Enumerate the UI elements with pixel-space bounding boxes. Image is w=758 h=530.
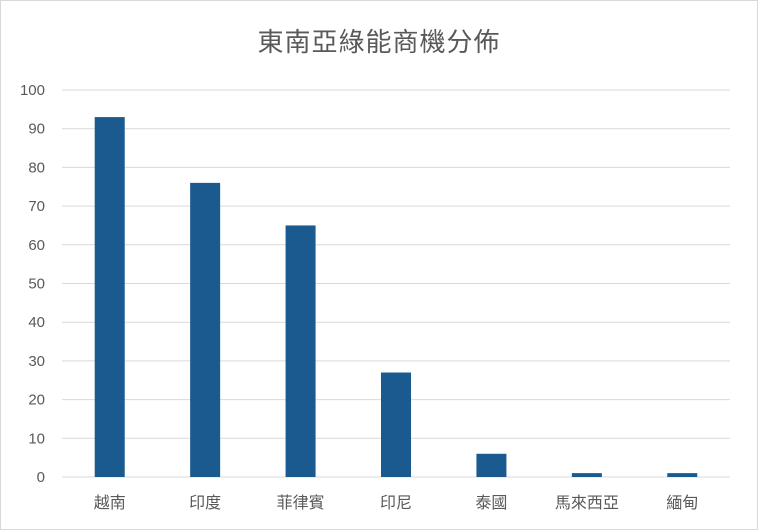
y-tick-label: 0 [37, 469, 45, 486]
bar-6 [667, 473, 698, 477]
y-tick-label: 40 [28, 314, 45, 331]
y-tick-label: 70 [28, 198, 45, 215]
y-tick-label: 50 [28, 276, 45, 293]
y-tick-label: 10 [28, 430, 45, 447]
x-tick-label: 泰國 [475, 493, 507, 512]
y-tick-label: 80 [28, 159, 45, 176]
gridlines [62, 89, 730, 478]
y-tick-label: 30 [28, 353, 45, 370]
bars [94, 117, 698, 477]
x-tick-label: 印度 [189, 493, 221, 512]
x-tick-label: 菲律賓 [277, 493, 325, 512]
bar-0 [94, 117, 125, 477]
bar-1 [190, 182, 221, 477]
x-tick-label: 印尼 [380, 493, 412, 512]
x-tick-label: 越南 [94, 493, 126, 512]
y-tick-label: 90 [28, 121, 45, 138]
x-tick-label: 緬甸 [666, 493, 698, 512]
bar-3 [381, 372, 411, 477]
y-axis: 0 10 20 30 40 50 60 70 80 90 100 [20, 82, 45, 486]
bar-5 [571, 473, 602, 477]
x-axis: 越南 印度 菲律賓 印尼 泰國 馬來西亞 緬甸 [94, 493, 699, 512]
y-tick-label: 20 [28, 392, 45, 409]
y-tick-label: 60 [28, 237, 45, 254]
y-tick-label: 100 [20, 82, 45, 99]
bar-2 [285, 225, 316, 477]
bar-4 [476, 453, 507, 477]
chart-title: 東南亞綠能商機分佈 [257, 28, 501, 58]
x-tick-label: 馬來西亞 [555, 493, 619, 512]
